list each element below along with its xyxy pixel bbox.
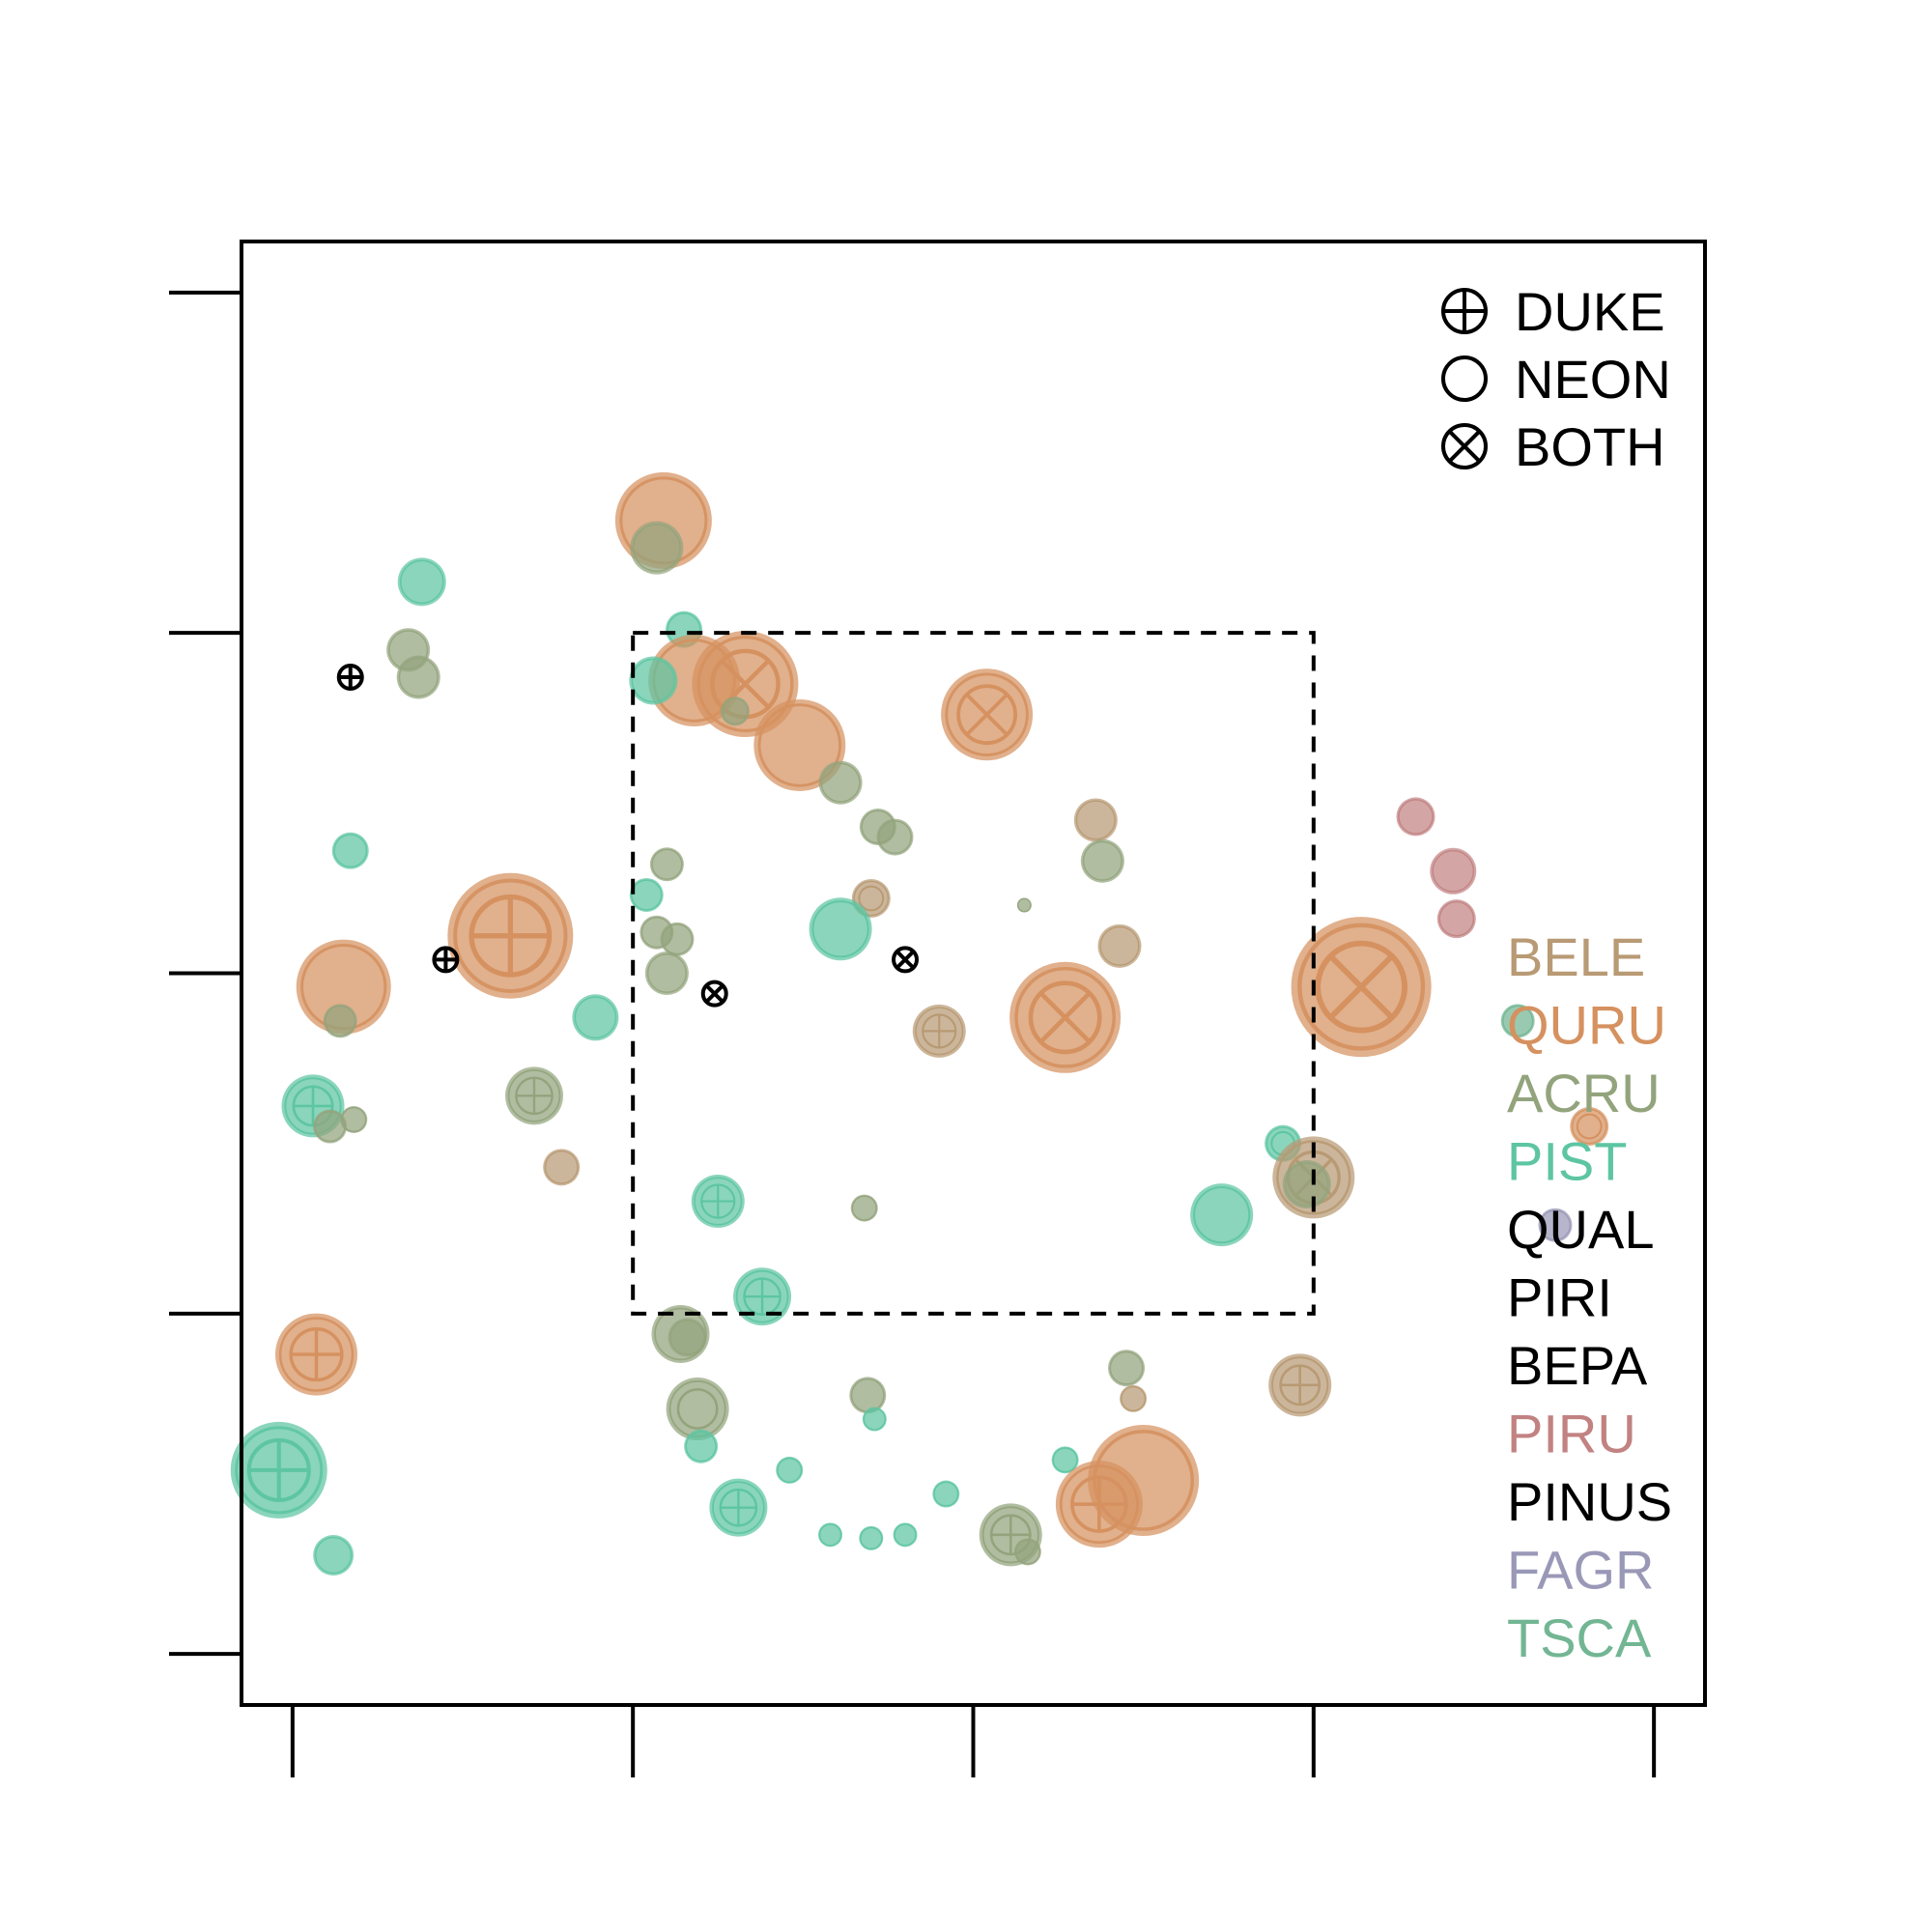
- point-quru: [941, 668, 1034, 761]
- legend-neon: NEON: [1441, 349, 1671, 410]
- data-points: [230, 471, 1609, 1576]
- point-acru: [649, 847, 684, 882]
- point-quru: [1570, 1107, 1609, 1147]
- point-pist: [572, 994, 619, 1041]
- species-legend-piri: PIRI: [1507, 1267, 1612, 1328]
- point-acru: [396, 655, 440, 699]
- point-acru: [818, 760, 863, 805]
- point-acru: [323, 1004, 357, 1038]
- point-acru: [720, 696, 750, 726]
- point-pist: [1190, 1183, 1254, 1247]
- point-quru: [1291, 917, 1432, 1058]
- species-legend-piru: PIRU: [1507, 1404, 1636, 1464]
- axis-ticks: [169, 290, 1657, 1777]
- point-quru: [1009, 961, 1122, 1073]
- legend-duke: DUKE: [1441, 281, 1665, 342]
- point-piru: [1430, 847, 1477, 895]
- point-acru: [313, 1109, 348, 1144]
- point-quru: [1055, 1461, 1143, 1548]
- point-pist: [818, 1522, 843, 1548]
- point-qual: [336, 663, 364, 691]
- point-pist: [776, 1456, 804, 1484]
- point-acru: [668, 1318, 707, 1357]
- point-acru: [876, 818, 914, 856]
- plot-region-box: [631, 631, 1316, 1316]
- point-pist: [733, 1267, 792, 1326]
- species-legend-fagr: FAGR: [1507, 1540, 1654, 1601]
- species-legend-pist: PIST: [1507, 1131, 1627, 1192]
- point-bele: [1073, 798, 1118, 842]
- point-qual: [432, 946, 460, 974]
- point-acru: [1080, 838, 1124, 883]
- point-pist: [932, 1480, 960, 1508]
- point-quru: [447, 872, 574, 999]
- point-pist: [331, 832, 369, 869]
- species-legend-bepa: BEPA: [1507, 1335, 1648, 1396]
- point-quru: [753, 698, 846, 791]
- point-pist: [1051, 1446, 1079, 1474]
- species-legend-qual: QUAL: [1507, 1199, 1655, 1260]
- point-acru: [1013, 1538, 1041, 1566]
- point-pist: [397, 557, 446, 607]
- point-acru: [1282, 1159, 1331, 1208]
- point-pist: [629, 656, 678, 705]
- point-pist: [684, 1429, 719, 1463]
- point-piru: [1396, 797, 1435, 837]
- point-pist: [859, 1525, 884, 1550]
- species-legend: BELE QURU ACRU PIST QUAL PIRI BEPA PIRU PINUS FAG…: [1507, 926, 1672, 1668]
- point-fagr: [1538, 1208, 1573, 1242]
- point-pist: [629, 877, 664, 912]
- point-piru: [1436, 899, 1476, 939]
- point-bele: [543, 1149, 581, 1186]
- point-acru: [666, 1377, 729, 1440]
- legend-label: DUKE: [1515, 281, 1665, 342]
- point-acru: [630, 521, 684, 575]
- point-pist: [691, 1175, 745, 1229]
- point-tsca: [1500, 1004, 1535, 1038]
- species-legend-quru: QURU: [1507, 995, 1666, 1056]
- point-acru: [505, 1066, 563, 1125]
- point-acru: [644, 952, 689, 995]
- species-legend-bele: BELE: [1507, 926, 1645, 987]
- species-legend-pinus: PINUS: [1507, 1471, 1672, 1532]
- point-bele: [912, 1004, 966, 1058]
- point-bele: [1097, 923, 1142, 968]
- legend-both: BOTH: [1441, 416, 1665, 477]
- point-acru: [849, 1377, 887, 1414]
- legend-label: NEON: [1515, 349, 1671, 410]
- point-bele: [1120, 1384, 1148, 1412]
- point-quru: [275, 1313, 358, 1396]
- legend-label: BOTH: [1515, 416, 1665, 477]
- point-pist: [893, 1522, 918, 1548]
- point-pist: [230, 1421, 327, 1519]
- point-acru: [1108, 1350, 1146, 1387]
- point-acru: [660, 922, 695, 956]
- species-legend-acru: ACRU: [1507, 1063, 1661, 1123]
- point-pist: [313, 1534, 355, 1576]
- point-pist: [709, 1478, 768, 1537]
- point-qual: [700, 980, 728, 1008]
- point-acru: [850, 1194, 878, 1222]
- point-qual: [892, 946, 920, 974]
- point-pist: [809, 897, 872, 961]
- point-acru: [1016, 897, 1032, 913]
- species-legend-tsca: TSCA: [1507, 1607, 1652, 1668]
- point-bele: [1268, 1353, 1332, 1417]
- point-pist: [862, 1406, 887, 1432]
